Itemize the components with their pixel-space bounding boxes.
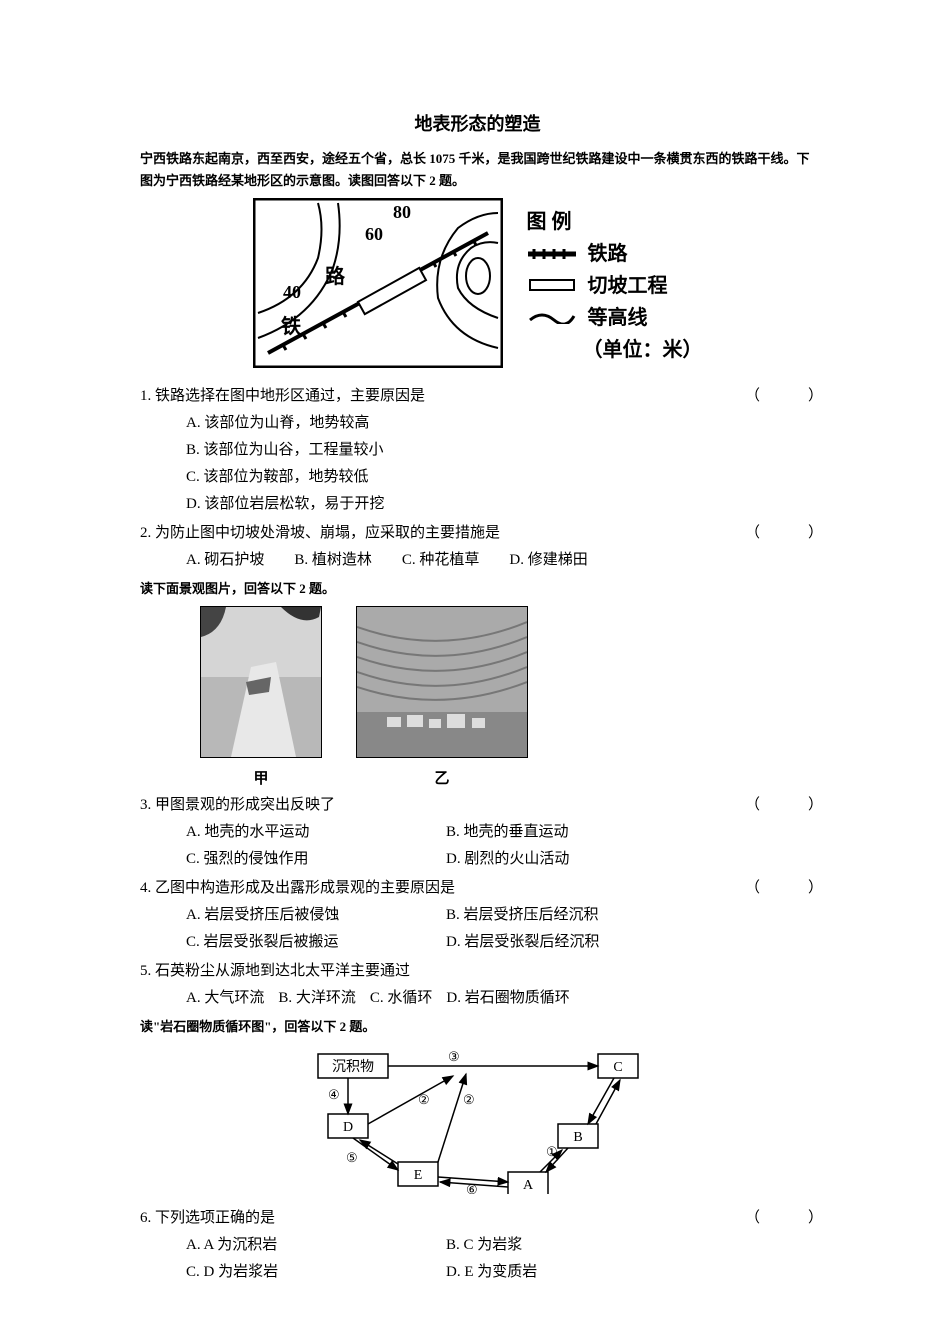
answer-blank: （ ）	[745, 792, 815, 819]
q3-opt-c: C. 强烈的侵蚀作用	[186, 846, 446, 873]
q3-opt-b: B. 地壳的垂直运动	[446, 819, 706, 846]
svg-text:⑤: ⑤	[346, 1150, 358, 1165]
q3-opt-a: A. 地壳的水平运动	[186, 819, 446, 846]
photo-yi: 乙	[356, 606, 528, 788]
legend-label-contour: 等高线	[588, 307, 648, 329]
q4-opt-b: B. 岩层受挤压后经沉积	[446, 902, 706, 929]
answer-blank: （ ）	[745, 520, 815, 547]
page: 地表形态的塑造 宁西铁路东起南京，西至西安，途经五个省，总长 1075 千米，是…	[0, 0, 945, 1326]
svg-text:⑥: ⑥	[466, 1182, 478, 1194]
svg-text:路: 路	[325, 264, 346, 288]
legend-label-rail: 铁路	[588, 243, 628, 265]
rail-icon	[527, 238, 577, 270]
q5-opt-b: B. 大洋环流	[278, 985, 356, 1012]
question-1: 1. 铁路选择在图中地形区通过，主要原因是 （ ）	[140, 383, 815, 410]
svg-text:④: ④	[328, 1087, 340, 1102]
q4-opt-a: A. 岩层受挤压后被侵蚀	[186, 902, 446, 929]
contour-icon	[527, 302, 577, 334]
q4-opt-c: C. 岩层受张裂后被搬运	[186, 929, 446, 956]
answer-blank: （ ）	[745, 383, 815, 410]
svg-text:E: E	[413, 1168, 422, 1183]
question-4: 4. 乙图中构造形成及出露形成景观的主要原因是 （ ）	[140, 875, 815, 902]
cut-icon	[527, 270, 577, 302]
q6-stem: 6. 下列选项正确的是	[140, 1205, 745, 1232]
q2-opt-b: B. 植树造林	[294, 547, 372, 574]
question-5: 5. 石英粉尘从源地到达北太平洋主要通过	[140, 958, 815, 985]
q2-opt-a: A. 砌石护坡	[186, 547, 264, 574]
q5-stem: 5. 石英粉尘从源地到达北太平洋主要通过	[140, 958, 815, 985]
q4-stem: 4. 乙图中构造形成及出露形成景观的主要原因是	[140, 875, 745, 902]
q6-opt-a: A. A 为沉积岩	[186, 1232, 446, 1259]
rock-cycle-figure: 沉积物 C D B E A ③ ④ ② ②	[140, 1044, 815, 1199]
photo-row: 甲	[200, 606, 815, 788]
q3-options: A. 地壳的水平运动 B. 地壳的垂直运动 C. 强烈的侵蚀作用 D. 剧烈的火…	[140, 819, 815, 873]
q1-stem: 1. 铁路选择在图中地形区通过，主要原因是	[140, 383, 745, 410]
q6-opt-b: B. C 为岩浆	[446, 1232, 706, 1259]
photo-jia-img	[200, 606, 322, 758]
q2-options: A. 砌石护坡 B. 植树造林 C. 种花植草 D. 修建梯田	[140, 547, 815, 574]
svg-text:80: 80	[393, 202, 411, 222]
svg-text:②: ②	[463, 1092, 475, 1107]
photo-yi-img	[356, 606, 528, 758]
svg-text:B: B	[573, 1130, 582, 1145]
q1-opt-c: C. 该部位为鞍部，地势较低	[186, 464, 815, 491]
q4-opt-d: D. 岩层受张裂后经沉积	[446, 929, 706, 956]
svg-text:②: ②	[418, 1092, 430, 1107]
intro-text-2: 读下面景观图片，回答以下 2 题。	[140, 578, 815, 600]
q6-options: A. A 为沉积岩 B. C 为岩浆 C. D 为岩浆岩 D. E 为变质岩	[140, 1232, 815, 1286]
q2-stem: 2. 为防止图中切坡处滑坡、崩塌，应采取的主要措施是	[140, 520, 745, 547]
legend-header: 图 例	[527, 206, 703, 238]
legend-label-cut: 切坡工程	[588, 275, 668, 297]
photo-jia: 甲	[200, 606, 322, 788]
photo-jia-label: 甲	[200, 767, 322, 788]
q6-opt-c: C. D 为岩浆岩	[186, 1259, 446, 1286]
question-6: 6. 下列选项正确的是 （ ）	[140, 1205, 815, 1232]
answer-blank: （ ）	[745, 1205, 815, 1232]
q2-opt-c: C. 种花植草	[402, 547, 480, 574]
svg-text:40: 40	[283, 282, 301, 302]
q3-opt-d: D. 剧烈的火山活动	[446, 846, 706, 873]
legend: 图 例 铁路 切坡工程 等高线 （单位：米）	[527, 206, 703, 366]
contour-map-figure: 80 60 40 路 铁	[253, 198, 503, 373]
q6-opt-d: D. E 为变质岩	[446, 1259, 706, 1286]
q5-opt-d: D. 岩石圈物质循环	[446, 985, 569, 1012]
q1-opt-b: B. 该部位为山谷，工程量较小	[186, 437, 815, 464]
svg-text:沉积物: 沉积物	[332, 1059, 374, 1075]
q3-stem: 3. 甲图景观的形成突出反映了	[140, 792, 745, 819]
q5-opt-a: A. 大气环流	[186, 985, 264, 1012]
q5-options: A. 大气环流 B. 大洋环流 C. 水循环 D. 岩石圈物质循环	[140, 985, 815, 1012]
question-3: 3. 甲图景观的形成突出反映了 （ ）	[140, 792, 815, 819]
svg-text:③: ③	[448, 1049, 460, 1064]
question-2: 2. 为防止图中切坡处滑坡、崩塌，应采取的主要措施是 （ ）	[140, 520, 815, 547]
svg-text:60: 60	[365, 224, 383, 244]
q2-opt-d: D. 修建梯田	[509, 547, 587, 574]
q1-opt-d: D. 该部位岩层松软，易于开挖	[186, 491, 815, 518]
svg-text:A: A	[522, 1178, 533, 1193]
q5-opt-c: C. 水循环	[370, 985, 433, 1012]
figure-contour-row: 80 60 40 路 铁 图 例 铁路 切坡工程	[140, 198, 815, 373]
svg-text:铁: 铁	[281, 314, 301, 338]
intro-text-1: 宁西铁路东起南京，西至西安，途经五个省，总长 1075 千米，是我国跨世纪铁路建…	[140, 148, 815, 192]
legend-unit: （单位：米）	[527, 334, 703, 366]
q4-options: A. 岩层受挤压后被侵蚀 B. 岩层受挤压后经沉积 C. 岩层受张裂后被搬运 D…	[140, 902, 815, 956]
svg-text:D: D	[342, 1120, 352, 1135]
intro-text-3: 读"岩石圈物质循环图"，回答以下 2 题。	[140, 1016, 815, 1038]
q1-opt-a: A. 该部位为山脊，地势较高	[186, 410, 815, 437]
photo-yi-label: 乙	[356, 767, 528, 788]
answer-blank: （ ）	[745, 875, 815, 902]
q1-options: A. 该部位为山脊，地势较高 B. 该部位为山谷，工程量较小 C. 该部位为鞍部…	[140, 410, 815, 518]
page-title: 地表形态的塑造	[140, 110, 815, 136]
svg-text:C: C	[613, 1060, 622, 1075]
